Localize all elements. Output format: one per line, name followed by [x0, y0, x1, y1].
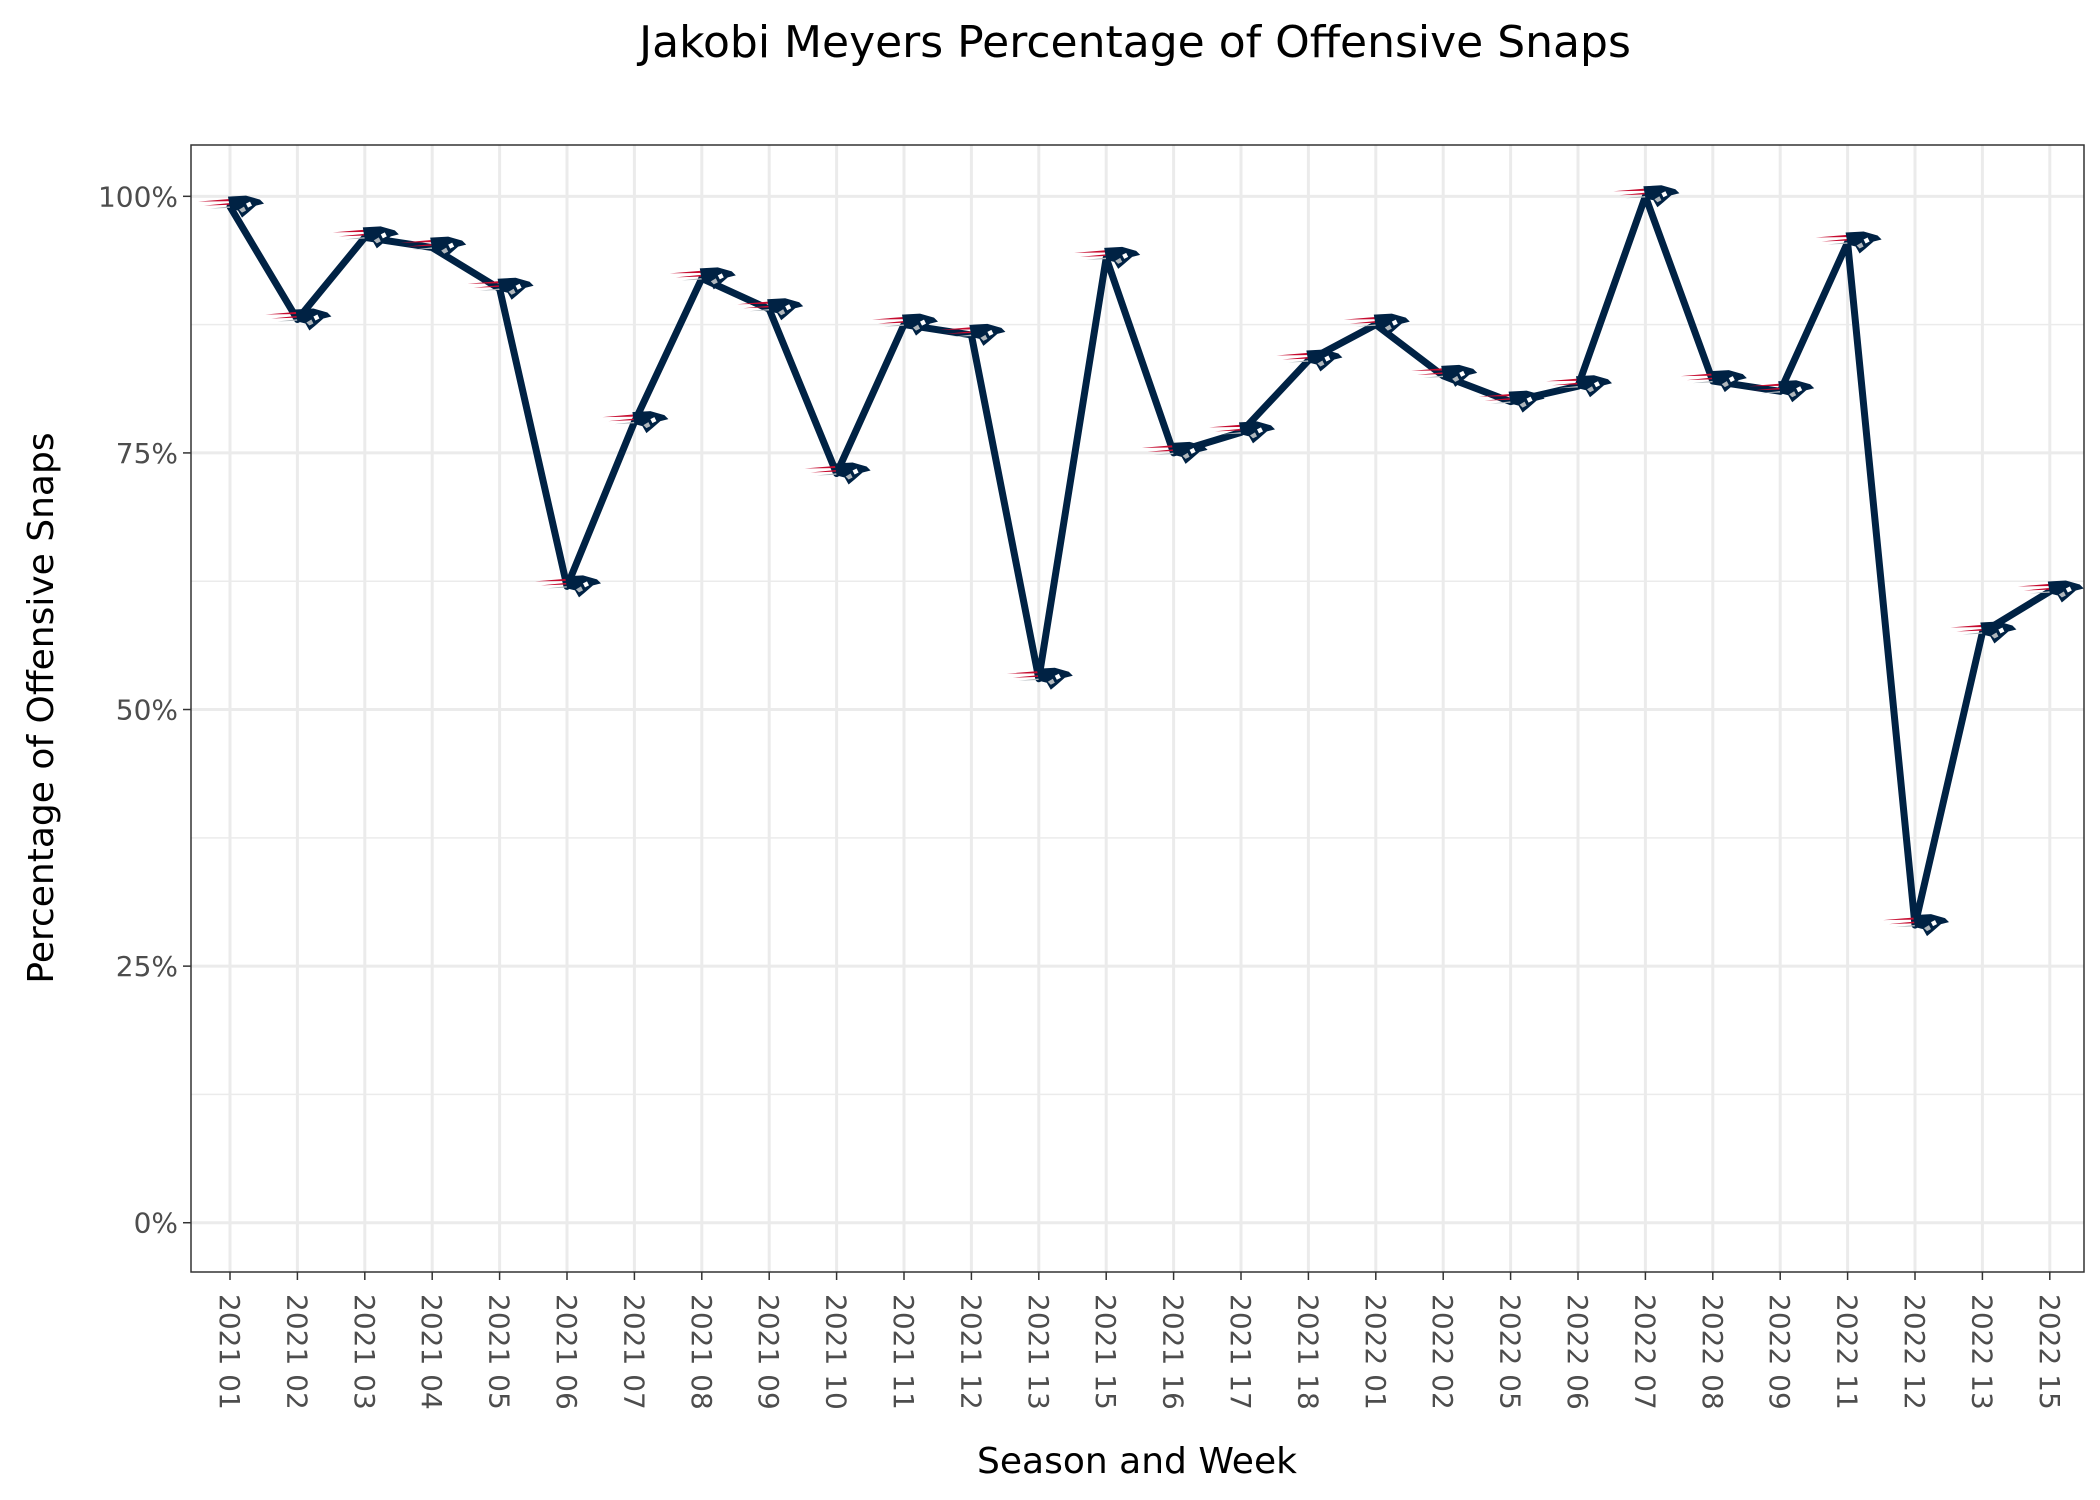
- patriots-logo-icon: [1411, 364, 1478, 387]
- series-line: [226, 192, 2054, 929]
- y-tick-label: 0%: [134, 1207, 178, 1240]
- x-tick-label: 2022 05: [1494, 1294, 1527, 1410]
- patriots-logo-icon: [1478, 390, 1545, 413]
- patriots-logo-icon: [1680, 370, 1747, 393]
- patriots-logo-icon: [332, 226, 399, 249]
- patriots-logo-icon: [1815, 231, 1882, 254]
- series-group: [226, 192, 2054, 929]
- patriots-logo-icon: [1276, 349, 1343, 372]
- patriots-logo-icon: [1074, 246, 1141, 269]
- x-tick-label: 2021 04: [415, 1294, 448, 1410]
- patriots-logo-icon: [1006, 667, 1073, 690]
- patriots-logo-icon: [872, 313, 938, 336]
- y-axis-title: Percentage of Offensive Snaps: [21, 432, 62, 983]
- patriots-logo-icon: [535, 575, 601, 598]
- x-tick-label: 2021 12: [954, 1294, 987, 1410]
- marker-group: [198, 185, 2084, 937]
- patriots-logo-icon: [1950, 621, 2017, 644]
- x-tick-label: 2022 09: [1763, 1294, 1796, 1410]
- patriots-logo-icon: [1209, 421, 1275, 444]
- x-tick-label: 2022 06: [1561, 1294, 1594, 1410]
- x-tick-label: 2021 05: [483, 1294, 516, 1410]
- major-gridlines: [191, 145, 2084, 1272]
- y-tick-label: 50%: [116, 694, 178, 727]
- x-tick-label: 2022 13: [1965, 1294, 1998, 1410]
- x-tick-label: 2021 06: [550, 1294, 583, 1410]
- patriots-logo-icon: [400, 236, 467, 259]
- x-tick-label: 2021 18: [1291, 1294, 1324, 1410]
- x-tick-label: 2021 07: [617, 1294, 650, 1410]
- x-tick-label: 2021 09: [752, 1294, 785, 1410]
- x-tick-label: 2022 11: [1831, 1294, 1864, 1410]
- x-tick-label: 2022 12: [1898, 1294, 1931, 1410]
- patriots-logo-icon: [1343, 313, 1410, 336]
- x-tick-label: 2021 01: [213, 1294, 246, 1410]
- patriots-logo-icon: [1748, 380, 1815, 403]
- patriots-logo-icon: [265, 308, 332, 331]
- patriots-logo-icon: [1883, 914, 1949, 937]
- x-tick-label: 2021 08: [685, 1294, 718, 1410]
- patriots-logo-icon: [1546, 375, 1612, 398]
- x-tick-label: 2021 02: [280, 1294, 313, 1410]
- patriots-logo-icon: [198, 195, 264, 218]
- patriots-logo-icon: [669, 267, 736, 290]
- x-tick-label: 2022 07: [1628, 1294, 1661, 1410]
- patriots-logo-icon: [1613, 185, 1680, 208]
- x-tick-label: 2022 01: [1359, 1294, 1392, 1410]
- patriots-logo-icon: [467, 277, 534, 300]
- x-tick-label: 2022 15: [2033, 1294, 2066, 1410]
- patriots-logo-icon: [602, 411, 669, 434]
- y-tick-label: 75%: [116, 437, 178, 470]
- x-tick-label: 2021 16: [1157, 1294, 1190, 1410]
- y-tick-label: 25%: [116, 950, 178, 983]
- x-tick-label: 2021 11: [887, 1294, 920, 1410]
- x-tick-label: 2021 15: [1089, 1294, 1122, 1410]
- y-tick-label: 100%: [98, 180, 178, 213]
- x-tick-label: 2021 03: [348, 1294, 381, 1410]
- patriots-logo-icon: [804, 462, 871, 485]
- x-axis-title: Season and Week: [977, 1441, 1297, 1482]
- x-tick-label: 2022 02: [1426, 1294, 1459, 1410]
- x-tick-label: 2022 08: [1696, 1294, 1729, 1410]
- patriots-logo-icon: [1141, 441, 1208, 464]
- x-tick-label: 2021 10: [820, 1294, 853, 1410]
- x-tick-label: 2021 13: [1022, 1294, 1055, 1410]
- x-axis: 2021 01 2021 02 2021 03 2021 04 2021 05 2021 …: [213, 1272, 2066, 1410]
- chart-title: Jakobi Meyers Percentage of Offensive Sn…: [636, 17, 1631, 68]
- patriots-logo-icon: [737, 298, 804, 321]
- x-tick-label: 2021 17: [1224, 1294, 1257, 1410]
- y-axis: 0% 25% 50% 75% 100%: [98, 180, 191, 1240]
- patriots-logo-icon: [939, 323, 1006, 346]
- patriots-logo-icon: [2017, 580, 2084, 603]
- plot-border: [190, 144, 2085, 1273]
